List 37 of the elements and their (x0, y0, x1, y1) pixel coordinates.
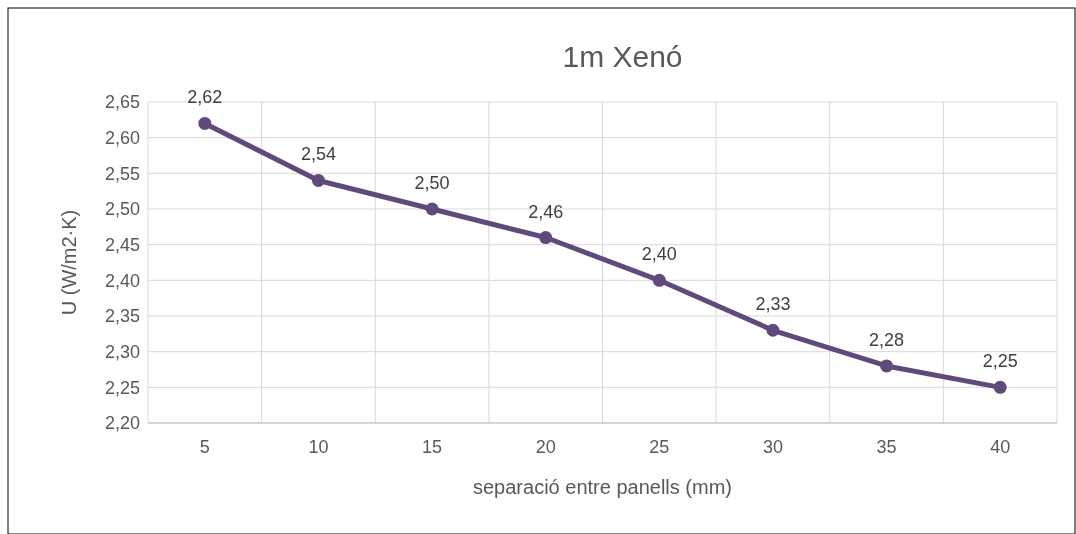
data-label: 2,40 (641, 244, 677, 265)
chart-title: 1m Xenó (562, 40, 683, 73)
y-tick-label: 2,55 (104, 163, 140, 184)
x-tick-label: 35 (876, 437, 897, 457)
point (652, 273, 666, 287)
data-label: 2,28 (869, 329, 905, 350)
point (198, 116, 212, 130)
data-label: 2,54 (300, 144, 336, 165)
y-tick-label: 2,25 (104, 377, 140, 398)
x-tick-label: 25 (649, 437, 670, 457)
x-axis-title: separació entre panells (mm) (473, 476, 732, 498)
point (311, 173, 325, 187)
y-tick-label: 2,45 (104, 234, 140, 255)
point (425, 202, 439, 216)
x-tick-label: 10 (308, 437, 329, 457)
x-tick-label: 30 (762, 437, 783, 457)
point (993, 380, 1007, 394)
y-tick-label: 2,20 (104, 413, 140, 434)
y-tick-label: 2,35 (104, 306, 140, 327)
y-tick-label: 2,50 (104, 199, 140, 220)
x-tick-label: 20 (535, 437, 556, 457)
y-tick-label: 2,40 (104, 270, 140, 291)
x-tick-label: 5 (199, 437, 210, 457)
y-tick-label: 2,60 (104, 127, 140, 148)
data-label: 2,50 (414, 173, 450, 193)
point (880, 359, 894, 373)
x-tick-label: 15 (422, 437, 443, 457)
data-label: 2,33 (755, 294, 791, 315)
data-label: 2,46 (528, 201, 564, 222)
y-axis-title: U (W/m2·K) (58, 209, 80, 316)
point (539, 231, 553, 245)
point (766, 323, 780, 337)
data-label: 2,25 (982, 351, 1018, 372)
y-tick-label: 2,65 (104, 92, 140, 113)
y-tick-label: 2,30 (104, 341, 140, 362)
x-tick-label: 40 (990, 437, 1011, 457)
data-label: 2,62 (187, 87, 223, 108)
